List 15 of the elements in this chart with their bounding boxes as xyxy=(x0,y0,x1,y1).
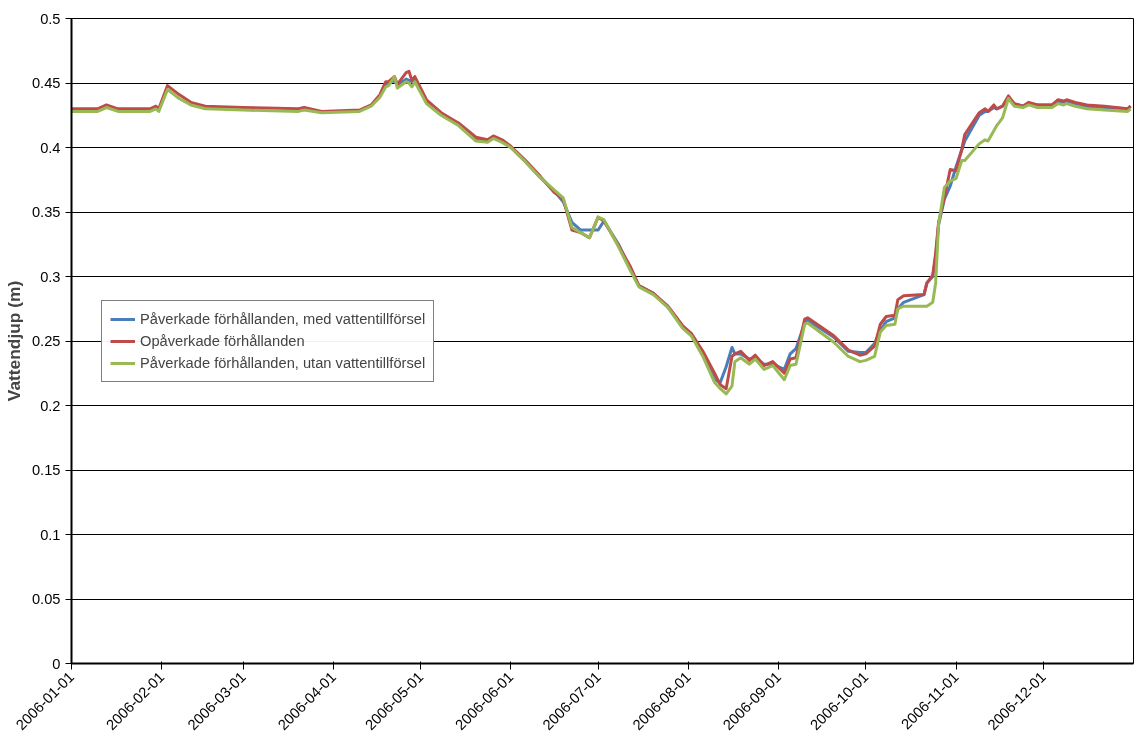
legend-label: Påverkade förhållanden, utan vattentillförsel xyxy=(140,353,426,372)
y-axis-title: Vattendjup (m) xyxy=(3,280,24,402)
y-tick-label: 0.25 xyxy=(31,333,61,349)
y-tick-label: 0.45 xyxy=(31,75,61,91)
y-tick-label: 0.4 xyxy=(40,139,61,156)
y-tick-label: 0.15 xyxy=(31,462,61,478)
y-tick-label: 0.2 xyxy=(40,397,61,414)
y-tick-label: 0 xyxy=(52,655,61,672)
y-tick-label: 0.05 xyxy=(31,591,61,607)
legend-label: Opåverkade förhållanden xyxy=(140,331,305,350)
y-tick-label: 0.1 xyxy=(40,526,61,543)
y-tick-label: 0.5 xyxy=(40,10,61,27)
legend-label: Påverkade förhållanden, med vattentillförsel xyxy=(140,309,426,328)
y-tick-label: 0.35 xyxy=(31,204,61,220)
y-tick-label: 0.3 xyxy=(40,268,61,285)
